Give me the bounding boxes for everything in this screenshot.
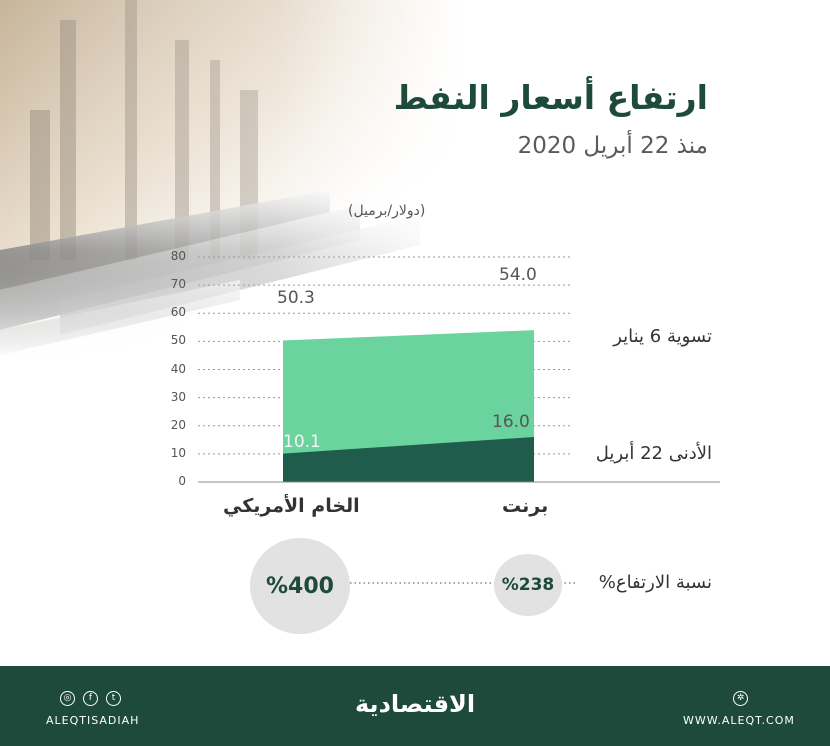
y-tick-0: 0 bbox=[178, 474, 186, 488]
increase-circle-brent: %238 bbox=[494, 554, 562, 616]
facebook-icon[interactable]: f bbox=[83, 691, 98, 706]
y-tick-50: 50 bbox=[170, 333, 186, 348]
instagram-icon[interactable]: ◎ bbox=[60, 691, 75, 706]
y-tick-70: 70 bbox=[170, 277, 186, 292]
value-label-brent-jan6: 54.0 bbox=[499, 265, 537, 285]
legend-apr22: الأدنى 22 أبريل bbox=[595, 443, 712, 464]
brand-logo: الاقتصادية bbox=[355, 690, 476, 718]
increase-value-us: %400 bbox=[266, 573, 334, 599]
y-tick-10: 10 bbox=[170, 445, 186, 460]
chart-subtitle: منذ 22 أبريل 2020 bbox=[517, 133, 708, 159]
y-tick-40: 40 bbox=[170, 361, 186, 376]
globe-icon[interactable]: ✲ bbox=[733, 691, 748, 706]
chart-title: ارتفاع أسعار النفط bbox=[393, 78, 708, 117]
footer-bar bbox=[0, 666, 830, 746]
footer-website[interactable]: WWW.ALEQT.COM bbox=[683, 714, 795, 727]
footer-handle[interactable]: ALEQTISADIAH bbox=[46, 714, 140, 727]
y-tick-30: 30 bbox=[170, 389, 186, 404]
increase-label: نسبة الارتفاع% bbox=[598, 572, 712, 593]
value-label-us-jan6: 50.3 bbox=[277, 288, 315, 308]
y-tick-80: 80 bbox=[170, 249, 186, 263]
increase-circle-us: %400 bbox=[250, 538, 350, 634]
value-label-us-apr22: 10.1 bbox=[283, 432, 321, 452]
category-us-crude: الخام الأمريكي bbox=[223, 495, 360, 517]
increase-value-brent: %238 bbox=[501, 575, 555, 595]
twitter-icon[interactable]: t bbox=[106, 691, 121, 706]
category-brent: برنت bbox=[502, 495, 549, 517]
y-tick-60: 60 bbox=[170, 305, 186, 320]
value-label-brent-apr22: 16.0 bbox=[492, 412, 530, 432]
unit-label: (دولار/برميل) bbox=[348, 203, 426, 219]
y-tick-20: 20 bbox=[170, 417, 186, 432]
legend-jan6: تسوية 6 يناير bbox=[613, 326, 712, 347]
area-series-apr22 bbox=[283, 437, 534, 482]
